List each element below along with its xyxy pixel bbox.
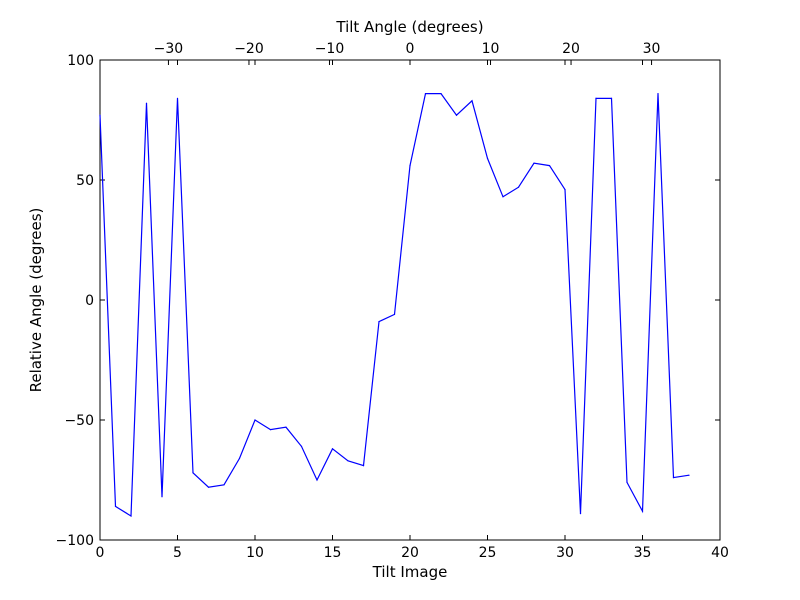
- x-axis-title: Tilt Image: [372, 563, 448, 581]
- top-x-tick-label: 0: [406, 41, 415, 57]
- top-x-tick-label: −30: [154, 41, 184, 57]
- data-point: [99, 114, 101, 116]
- data-point: [316, 479, 318, 481]
- data-point: [502, 196, 504, 198]
- data-point: [548, 165, 551, 167]
- data-point: [626, 481, 628, 483]
- top-x-axis: −30 −20 −10 0 10 20 30: [154, 41, 661, 65]
- top-x-tick-label: 10: [482, 41, 500, 57]
- data-point: [254, 419, 256, 421]
- data-point: [610, 97, 613, 99]
- data-point: [564, 189, 566, 191]
- data-point: [362, 465, 365, 467]
- x-tick-label: 10: [246, 545, 264, 561]
- data-point: [269, 429, 272, 431]
- data-point: [285, 426, 287, 428]
- data-point: [161, 496, 163, 498]
- top-x-tick-label: 20: [562, 41, 580, 57]
- data-point: [145, 102, 148, 104]
- bottom-x-axis: 0 5 10 15 20 25 30 35 40: [96, 60, 729, 561]
- x-tick-label: 5: [173, 545, 182, 561]
- data-point: [130, 515, 132, 517]
- data-point: [300, 445, 303, 447]
- series-points: [99, 93, 690, 517]
- data-point: [486, 157, 489, 159]
- y-axis: −100 −50 0 50 100: [56, 53, 720, 549]
- x-tick-label: 25: [479, 545, 497, 561]
- top-x-tick-label: −10: [315, 41, 345, 57]
- data-point: [176, 97, 179, 99]
- plot-area: [99, 59, 721, 541]
- x-tick-label: 40: [711, 545, 729, 561]
- data-point: [207, 486, 210, 488]
- data-point: [471, 100, 473, 102]
- data-point: [424, 93, 427, 95]
- x-tick-label: 20: [401, 545, 419, 561]
- y-tick-label: 50: [76, 173, 94, 189]
- data-point: [440, 93, 442, 95]
- data-point: [114, 505, 117, 507]
- x-tick-label: 30: [556, 545, 574, 561]
- data-point: [688, 474, 690, 476]
- y-tick-label: 0: [85, 293, 94, 309]
- data-point: [455, 114, 458, 116]
- x-tick-label: 0: [96, 545, 105, 561]
- data-point: [347, 460, 349, 462]
- top-x-axis-title: Tilt Angle (degrees): [335, 18, 483, 36]
- x-tick-label: 15: [324, 545, 342, 561]
- data-point: [672, 477, 675, 479]
- data-point: [192, 472, 194, 474]
- top-x-tick-label: 30: [643, 41, 661, 57]
- data-point: [238, 457, 241, 459]
- data-point: [595, 97, 597, 99]
- data-point: [517, 186, 520, 188]
- y-axis-title: Relative Angle (degrees): [27, 208, 45, 393]
- y-tick-label: −50: [64, 413, 94, 429]
- data-point: [223, 484, 225, 486]
- x-tick-label: 35: [634, 545, 652, 561]
- data-point: [579, 513, 582, 515]
- data-point: [533, 162, 535, 164]
- top-x-tick-label: −20: [234, 41, 264, 57]
- data-point: [409, 165, 411, 167]
- data-point: [393, 313, 396, 315]
- y-tick-label: −100: [56, 533, 94, 549]
- data-point: [641, 510, 644, 512]
- data-point: [331, 448, 334, 450]
- data-point: [657, 93, 659, 95]
- y-tick-label: 100: [67, 53, 94, 69]
- data-point: [378, 321, 380, 323]
